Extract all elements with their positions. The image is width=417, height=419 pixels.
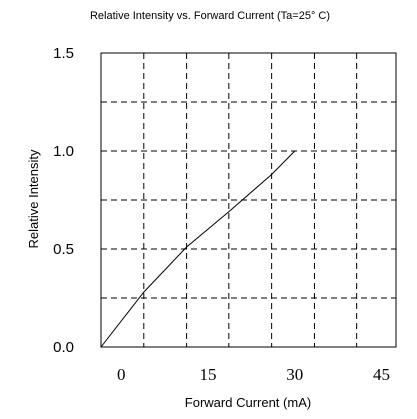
chart-title: Relative Intensity vs. Forward Current (…: [90, 10, 330, 22]
grid: [101, 53, 396, 347]
y-axis-label: Relative Intensity: [26, 149, 41, 248]
x-tick-label: 15: [200, 365, 217, 384]
x-axis-label: Forward Current (mA): [185, 395, 311, 410]
x-axis-ticks: 0 15 30 45: [117, 365, 390, 384]
series-layer: [100, 150, 296, 348]
plot-area: [100, 52, 397, 348]
x-tick-label: 30: [286, 365, 303, 384]
y-tick-label: 0.5: [53, 241, 74, 258]
x-tick-label: 45: [373, 365, 390, 384]
series-line-0: [100, 150, 296, 348]
y-tick-label: 1.0: [53, 143, 74, 160]
x-tick-label: 0: [117, 365, 126, 384]
y-tick-label: 0.0: [53, 339, 74, 356]
y-axis-ticks: 0.0 0.5 1.0 1.5: [53, 45, 74, 356]
y-tick-label: 1.5: [53, 45, 74, 62]
